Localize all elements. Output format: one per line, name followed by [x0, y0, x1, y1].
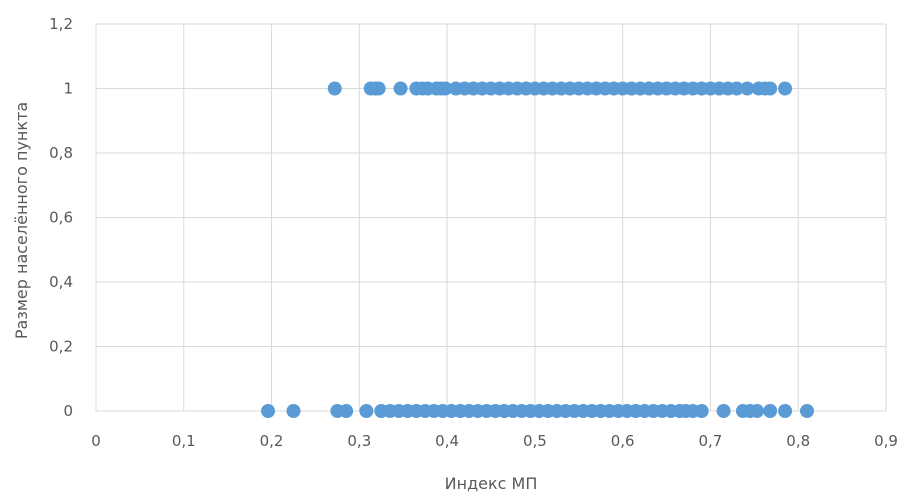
y-tick-label: 1	[63, 80, 73, 98]
y-tick-label: 0,4	[49, 273, 73, 291]
x-tick-label: 0,4	[435, 432, 459, 450]
y-tick-label: 0,2	[49, 338, 73, 356]
x-tick-label: 0	[91, 432, 101, 450]
x-tick-label: 0,2	[260, 432, 284, 450]
data-point	[749, 404, 764, 418]
data-point	[393, 81, 408, 96]
y-axis-title: Размер населённого пункта	[12, 102, 31, 339]
data-point	[261, 404, 276, 418]
data-point	[359, 404, 374, 418]
x-tick-label: 0,1	[172, 432, 196, 450]
data-point	[339, 404, 354, 418]
data-point	[778, 81, 793, 96]
data-point	[371, 81, 386, 96]
data-point	[740, 81, 755, 96]
data-point	[763, 81, 778, 96]
x-tick-label: 0,9	[874, 432, 898, 450]
y-tick-label: 1,2	[49, 15, 73, 33]
x-tick-label: 0,7	[699, 432, 723, 450]
x-tick-label: 0,6	[611, 432, 635, 450]
data-point	[716, 404, 731, 418]
y-tick-label: 0,6	[49, 209, 73, 227]
data-point	[800, 404, 814, 418]
data-point	[729, 81, 744, 96]
tick-labels: 0 0,1 0,2 0,3 0,4 0,5 0,6 0,7 0,8 0,9 0 0,2 0,4 0,6 0,…	[49, 15, 898, 450]
y-tick-label: 0	[63, 402, 73, 420]
data-point	[778, 404, 793, 418]
data-point	[694, 404, 709, 418]
x-tick-label: 0,5	[523, 432, 547, 450]
data-points	[261, 81, 814, 418]
y-tick-label: 0,8	[49, 144, 73, 162]
x-tick-label: 0,8	[786, 432, 810, 450]
x-tick-label: 0,3	[347, 432, 371, 450]
data-point	[438, 81, 453, 96]
data-point	[286, 404, 301, 418]
data-point	[763, 404, 778, 418]
data-point	[327, 81, 342, 96]
x-axis-title: Индекс МП	[445, 474, 538, 493]
